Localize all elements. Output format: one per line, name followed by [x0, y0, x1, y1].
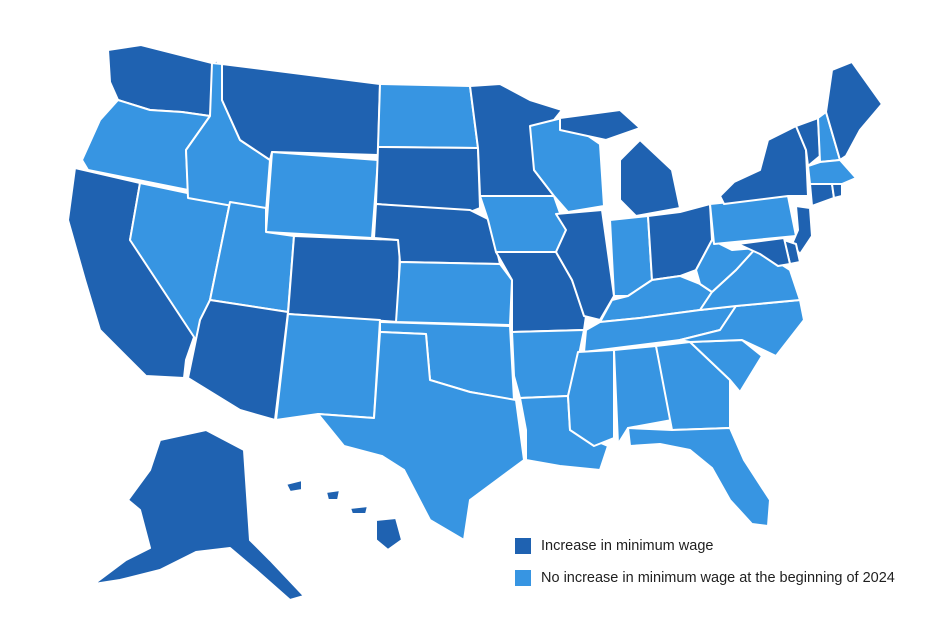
state-me — [825, 61, 883, 161]
legend-item-increase: Increase in minimum wage — [515, 536, 895, 556]
legend-label-increase: Increase in minimum wage — [541, 538, 714, 554]
state-al — [613, 345, 673, 445]
state-sd — [375, 146, 481, 213]
state-hi — [285, 479, 403, 551]
map-legend: Increase in minimum wage No increase in … — [515, 536, 895, 600]
state-ia — [479, 195, 567, 253]
state-md — [737, 237, 791, 267]
state-nc — [679, 299, 805, 357]
legend-swatch-increase — [515, 538, 531, 554]
legend-item-no-increase: No increase in minimum wage at the begin… — [515, 568, 895, 588]
state-vt — [795, 117, 821, 167]
state-nd — [377, 83, 479, 149]
state-il — [555, 209, 615, 321]
state-ga — [655, 341, 731, 431]
state-ms — [567, 349, 615, 447]
state-az — [187, 299, 289, 421]
state-fl — [627, 427, 771, 527]
state-co — [287, 235, 401, 323]
state-ri — [831, 183, 843, 199]
state-wy — [265, 151, 379, 239]
state-tx — [317, 331, 525, 541]
state-nj — [791, 205, 813, 255]
state-ak — [93, 429, 305, 601]
state-nm — [275, 313, 381, 421]
legend-swatch-no-increase — [515, 570, 531, 586]
state-ks — [395, 261, 513, 326]
legend-label-no-increase: No increase in minimum wage at the begin… — [541, 570, 895, 586]
state-ma — [807, 159, 857, 185]
state-ct — [809, 183, 835, 207]
state-mi — [559, 109, 681, 217]
state-ny — [719, 125, 809, 205]
